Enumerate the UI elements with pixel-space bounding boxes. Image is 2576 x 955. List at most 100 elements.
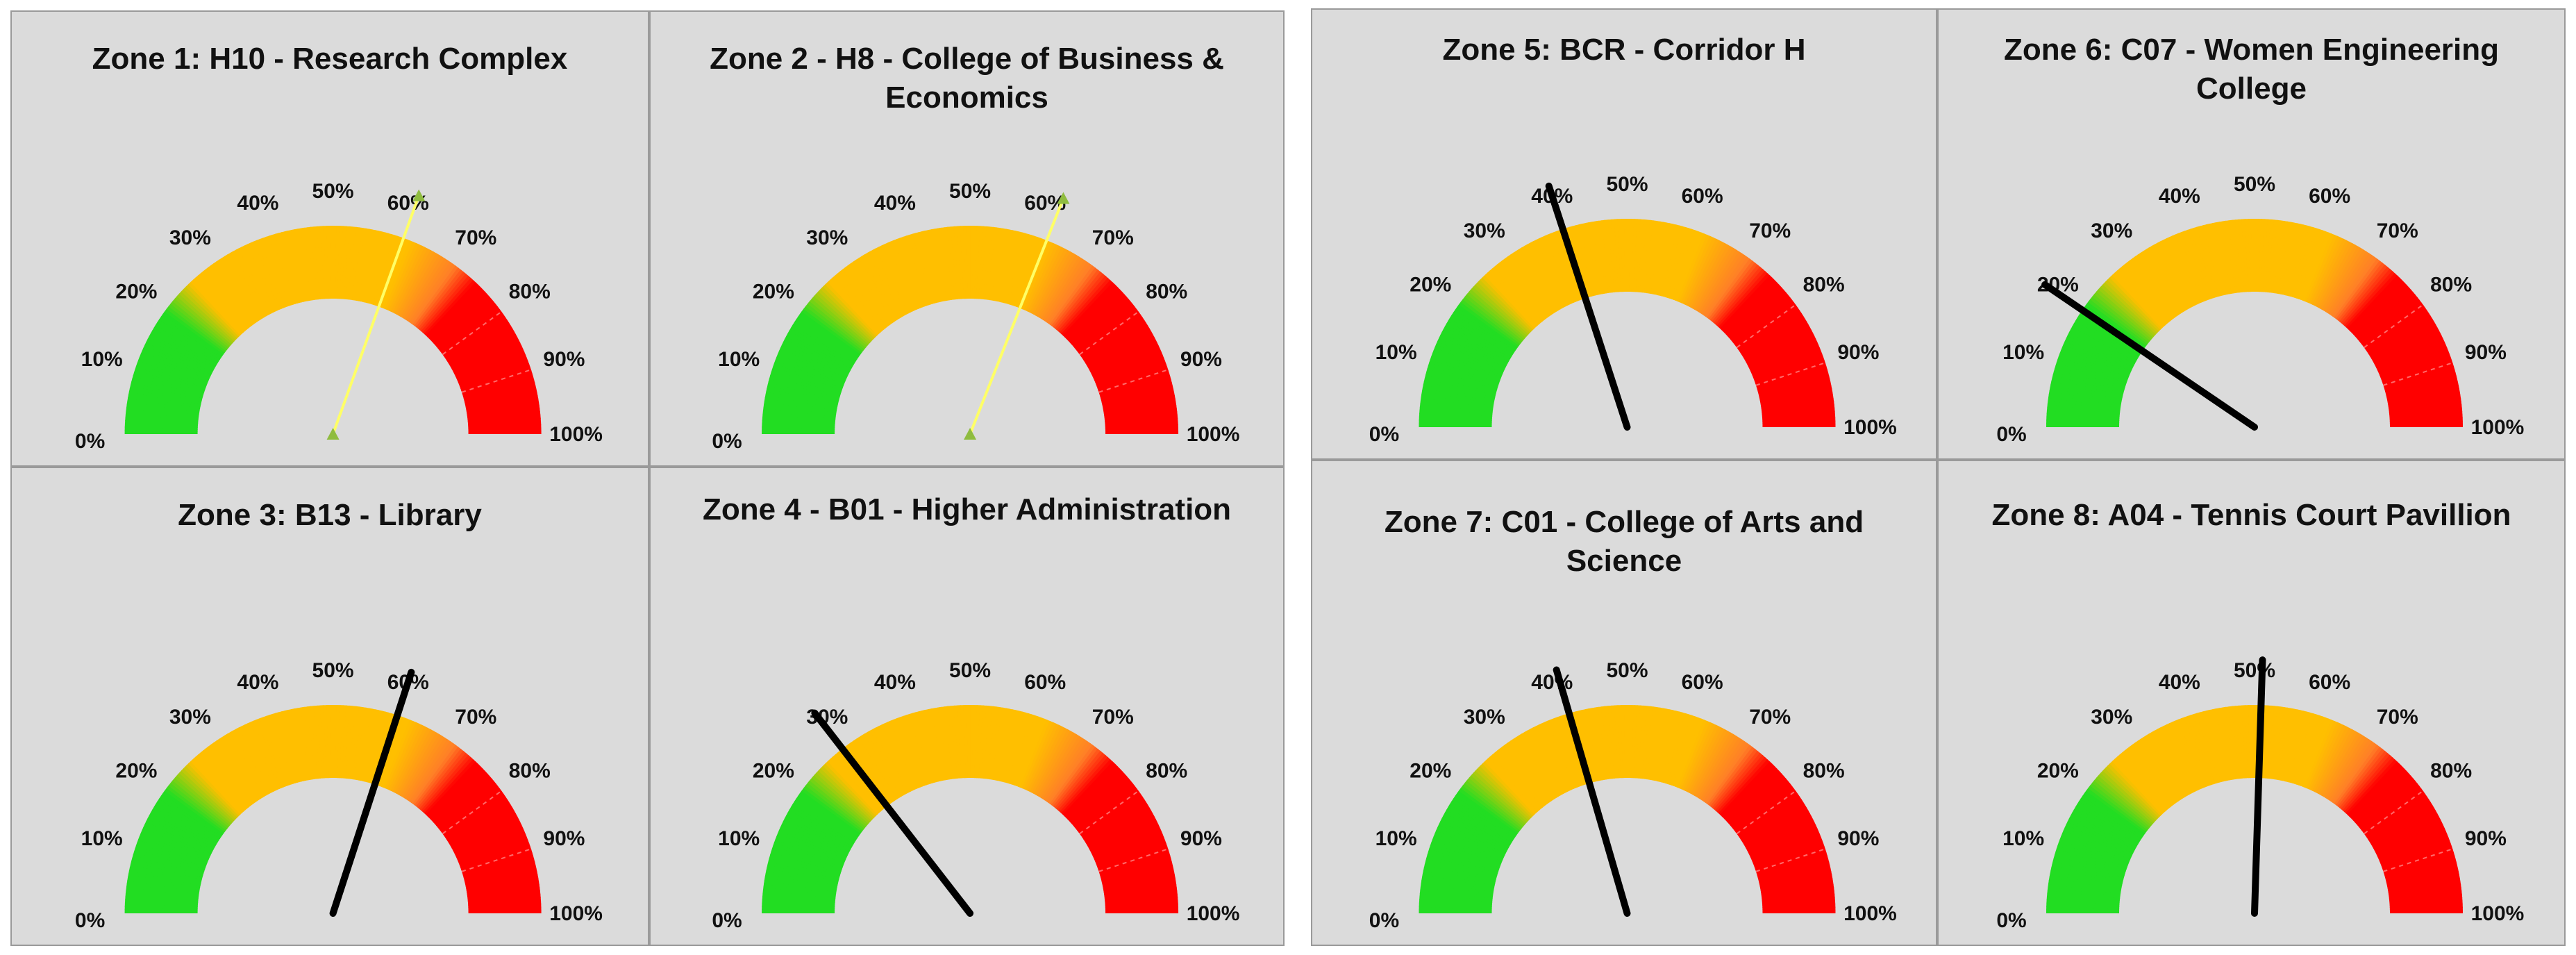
gauge-band-segment bbox=[1753, 839, 1824, 868]
gauge-band-segment bbox=[2359, 780, 2418, 829]
gauge-band-segment bbox=[2372, 810, 2438, 849]
gauge-band-segment bbox=[2296, 229, 2323, 299]
gauge-band-segment bbox=[2205, 709, 2226, 782]
gauge-band-segment bbox=[457, 830, 526, 863]
gauge-band-segment bbox=[1515, 249, 1557, 313]
gauge-band-segment bbox=[1453, 309, 1516, 353]
gauge-band-segment bbox=[2347, 275, 2400, 331]
gauge-chart: 0%10%20%30%40%50%60%70%80%90%100% bbox=[75, 659, 603, 932]
gauge-band-segment bbox=[329, 226, 334, 299]
gauge-band-segment bbox=[809, 777, 868, 827]
gauge-band-segment bbox=[385, 720, 417, 790]
gauge-band-segment bbox=[1031, 248, 1069, 315]
gauge-band-segment bbox=[893, 717, 923, 788]
gauge-band-segment bbox=[1069, 770, 1125, 823]
gauge-band-segment bbox=[2370, 804, 2434, 845]
gauge-band-segment bbox=[864, 731, 904, 797]
gauge-band-segment bbox=[1051, 267, 1099, 328]
gauge-band-segment bbox=[467, 404, 540, 418]
gauge-band-segment bbox=[2387, 874, 2460, 891]
gauge-band-segment bbox=[2339, 264, 2389, 324]
gauge-band-divider bbox=[2364, 304, 2424, 349]
gauge-band-segment bbox=[1584, 708, 1603, 781]
gauge-band-segment bbox=[1433, 832, 1503, 864]
gauge-band-segment bbox=[844, 265, 892, 326]
gauge-band-segment bbox=[467, 417, 542, 426]
gauge-band-segment bbox=[133, 368, 205, 395]
gauge-band-segment bbox=[2066, 334, 2134, 369]
gauge-band-segment bbox=[1100, 376, 1171, 399]
gauge-band-segment bbox=[2316, 727, 2353, 795]
gauge-band-segment bbox=[1473, 283, 1529, 336]
gauge-band-segment bbox=[1692, 244, 1732, 310]
gauge-band-segment bbox=[467, 890, 541, 902]
gauge-band-segment bbox=[1723, 279, 1778, 333]
gauge-band-segment bbox=[1083, 799, 1147, 842]
gauge-band-segment bbox=[1429, 358, 1500, 385]
gauge-band-segment bbox=[2209, 222, 2228, 295]
gauge-tick-label: 0% bbox=[1996, 909, 2026, 932]
gauge-band-segment bbox=[149, 333, 215, 371]
gauge-band-segment bbox=[155, 801, 219, 843]
gauge-band-segment bbox=[2383, 849, 2454, 874]
gauge-band-segment bbox=[1610, 705, 1620, 779]
gauge-band-segment bbox=[144, 341, 212, 376]
gauge-band-segment bbox=[1428, 361, 1499, 388]
gauge-band-segment bbox=[1758, 375, 1830, 397]
gauge-band-segment bbox=[2119, 265, 2169, 324]
gauge-band-segment bbox=[1575, 224, 1596, 297]
gauge-band-segment bbox=[1042, 258, 1085, 322]
gauge-band-segment bbox=[1089, 336, 1156, 374]
gauge-band-segment bbox=[1741, 802, 1806, 843]
gauge-band-segment bbox=[2251, 705, 2256, 779]
gauge-band-segment bbox=[2357, 778, 2416, 828]
gauge-band-segment bbox=[1446, 320, 1512, 360]
gauge-band-segment bbox=[1535, 238, 1571, 306]
gauge-band-segment bbox=[789, 327, 854, 367]
gauge-band-segment bbox=[147, 815, 214, 852]
gauge-band-segment bbox=[2310, 723, 2345, 791]
gauge-band-segment bbox=[2370, 807, 2436, 847]
gauge-band-segment bbox=[190, 279, 243, 335]
gauge-tick-label: 0% bbox=[712, 909, 742, 932]
gauge-band-segment bbox=[1756, 852, 1828, 877]
gauge-tick-label: 10% bbox=[2002, 341, 2044, 364]
gauge-band-segment bbox=[835, 751, 885, 811]
gauge-band-segment bbox=[462, 376, 535, 399]
gauge-band-segment bbox=[2116, 754, 2168, 812]
gauge-band-segment bbox=[244, 723, 278, 791]
gauge-band-segment bbox=[934, 228, 950, 301]
gauge-tick-label: 40% bbox=[237, 671, 278, 694]
gauge-band-segment bbox=[412, 265, 459, 326]
gauge-band-segment bbox=[2380, 347, 2449, 379]
gauge-band-segment bbox=[864, 252, 904, 318]
gauge-band-segment bbox=[814, 772, 871, 824]
gauge-band-segment bbox=[1715, 754, 1766, 813]
gauge-band-segment bbox=[1494, 749, 1544, 809]
gauge-band-segment bbox=[953, 226, 962, 299]
gauge-band-segment bbox=[1521, 731, 1561, 797]
gauge-band-segment bbox=[1591, 221, 1607, 294]
gauge-band-segment bbox=[2184, 715, 2211, 786]
gauge-band-segment bbox=[2382, 356, 2452, 384]
gauge-band-segment bbox=[1035, 251, 1074, 317]
gauge-band-segment bbox=[1526, 729, 1565, 795]
gauge-band-segment bbox=[2190, 227, 2216, 299]
gauge-band-segment bbox=[306, 226, 319, 300]
gauge-band-segment bbox=[2196, 226, 2220, 297]
gauge-band-segment bbox=[2345, 759, 2398, 815]
gauge-band-segment bbox=[853, 738, 896, 802]
gauge-band-segment bbox=[468, 910, 542, 913]
gauge-band-segment bbox=[2222, 706, 2236, 780]
gauge-band-segment bbox=[2222, 220, 2236, 294]
gauge-band-segment bbox=[306, 706, 319, 779]
gauge-band-segment bbox=[139, 832, 208, 864]
gauge-band-segment bbox=[233, 729, 271, 795]
gauge-band-segment bbox=[2159, 725, 2196, 793]
gauge-band-segment bbox=[412, 745, 459, 806]
gauge-band-segment bbox=[1487, 756, 1539, 813]
gauge-band-segment bbox=[1444, 323, 1510, 363]
gauge-band-segment bbox=[2107, 276, 2161, 332]
gauge-band-segment bbox=[1092, 345, 1161, 379]
gauge-band-segment bbox=[1505, 256, 1550, 318]
